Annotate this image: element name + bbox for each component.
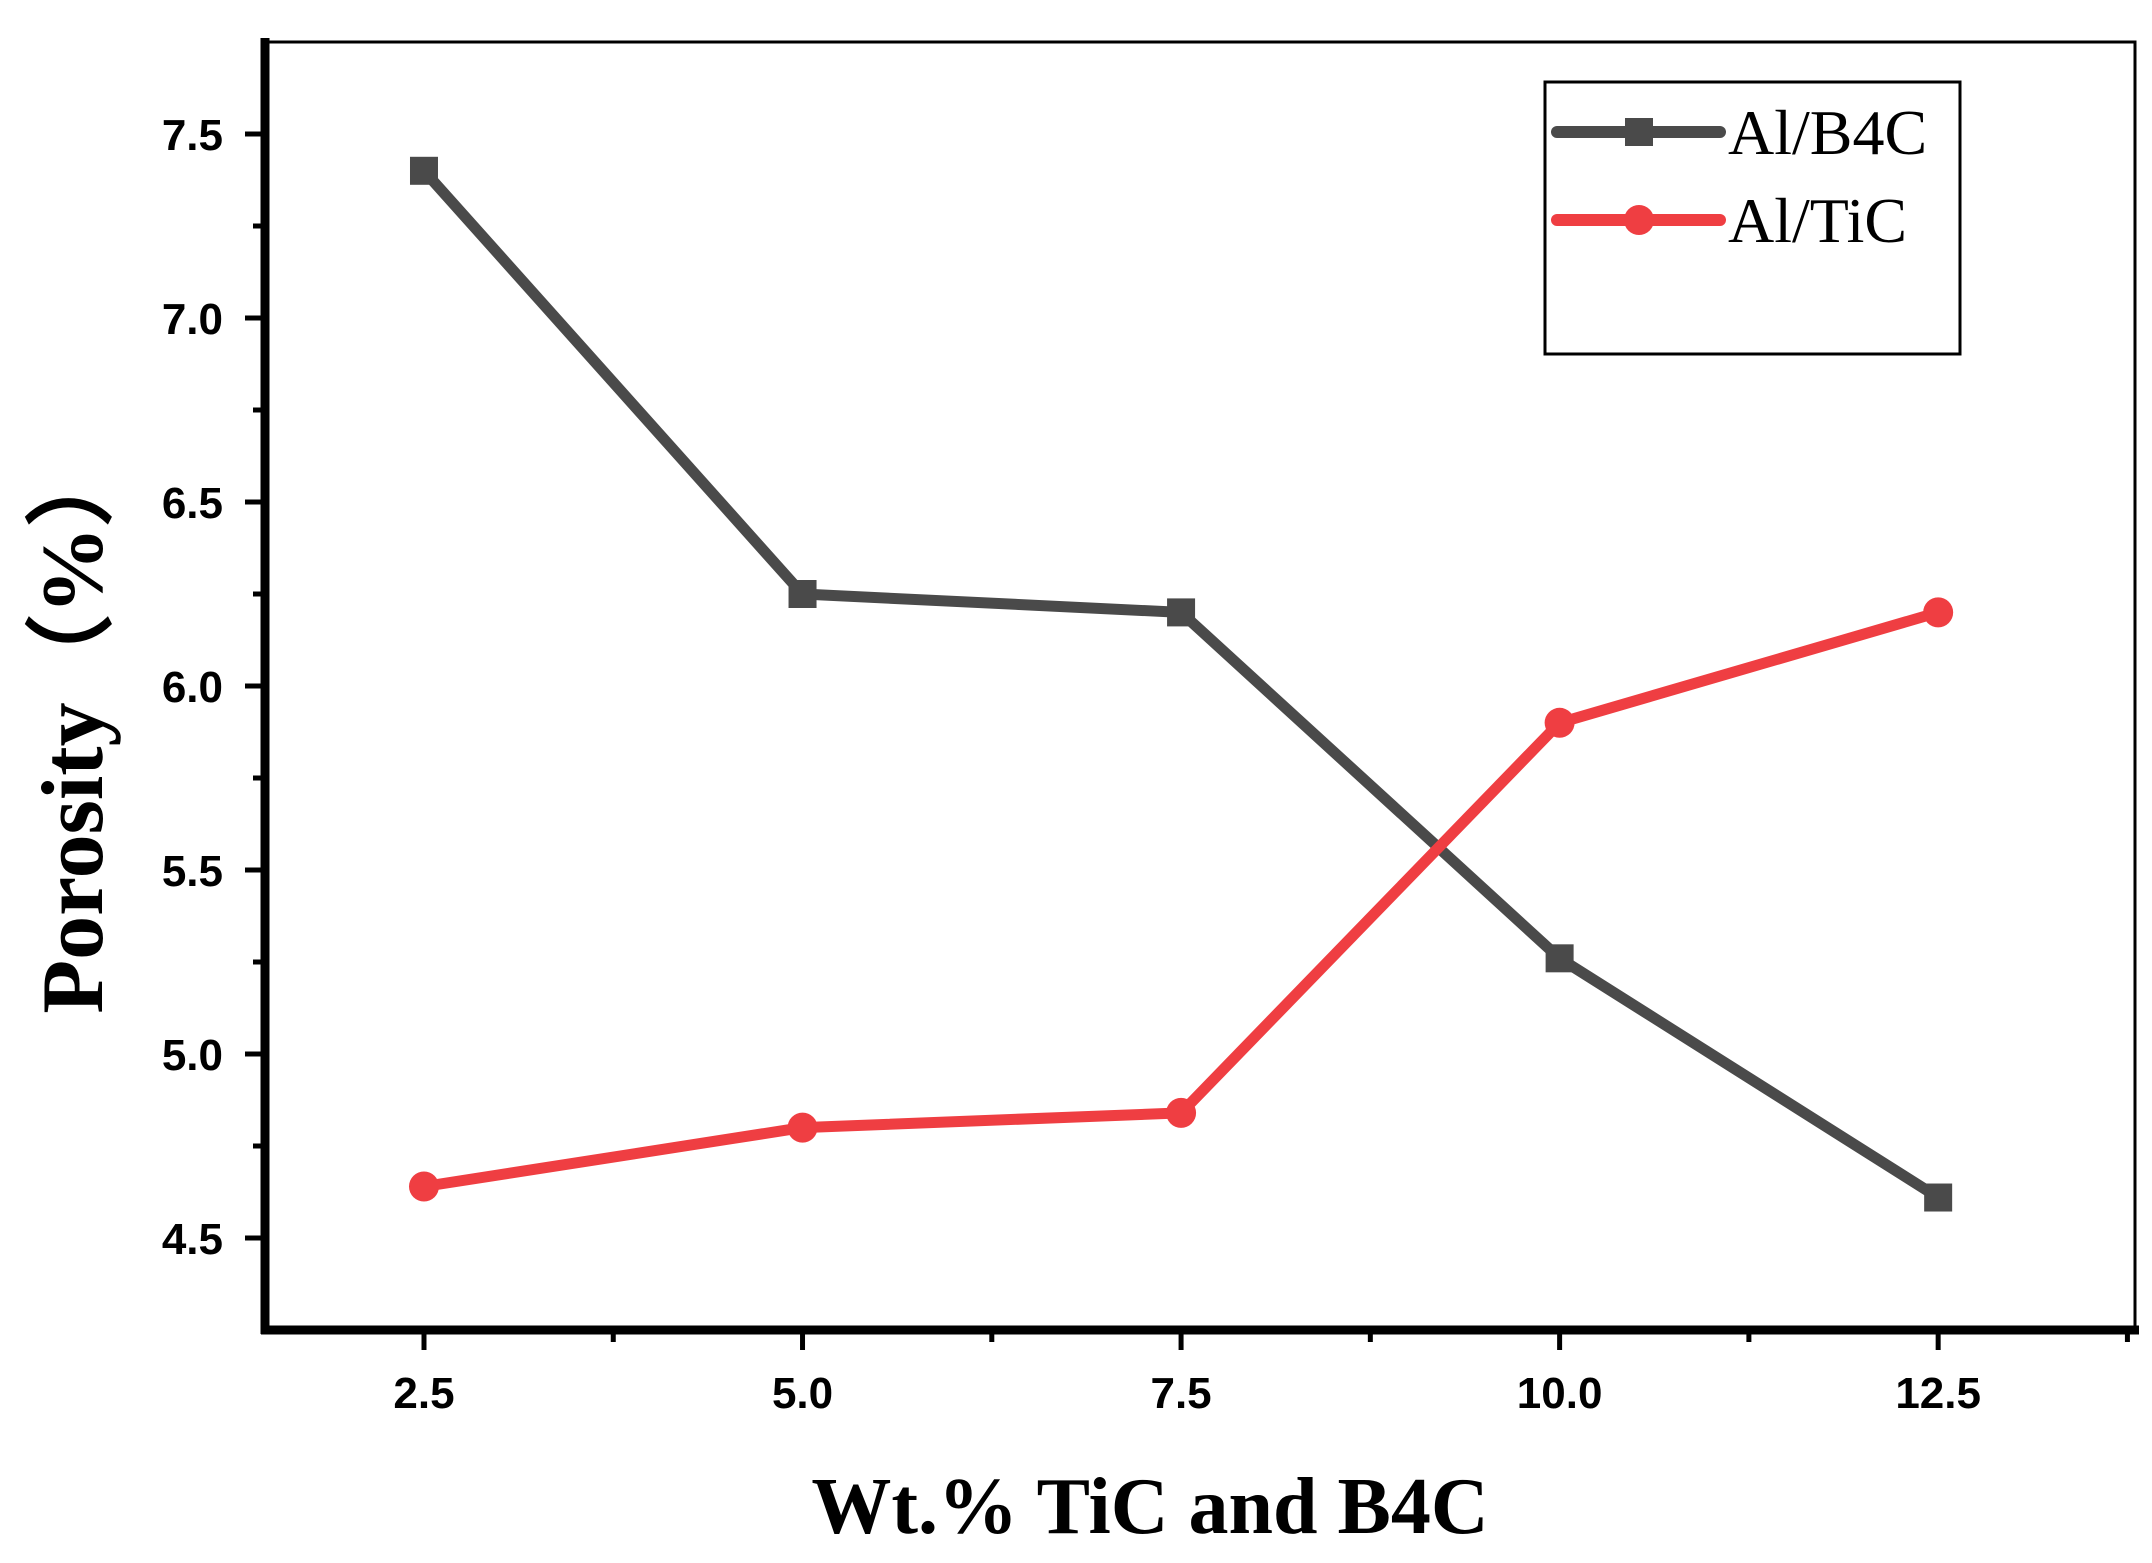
x-axis-title: Wt.% TiC and B4C [811, 1463, 1488, 1551]
data-point-al-b4c [1167, 598, 1196, 627]
series-layer [408, 156, 1954, 1212]
y-axis-title: Porosity（%） [25, 438, 122, 1013]
y-tick-label: 6.5 [162, 479, 223, 528]
data-point-al-tic [1166, 1097, 1197, 1128]
legend-label-al-tic: Al/TiC [1728, 185, 1907, 256]
legend: Al/B4C Al/TiC [1543, 80, 1962, 356]
data-point-al-tic [787, 1112, 818, 1143]
y-tick-label: 7.5 [162, 111, 223, 160]
x-tick-label: 2.5 [393, 1369, 454, 1418]
legend-marker-al-b4c [1625, 118, 1653, 146]
x-axis-ticks: 2.5 5.0 7.5 10.0 12.5 [393, 1330, 2130, 1418]
x-tick-label: 10.0 [1517, 1369, 1603, 1418]
data-point-al-tic [1923, 597, 1954, 628]
data-point-al-b4c [788, 580, 817, 608]
data-point-al-tic [408, 1171, 439, 1202]
data-point-al-b4c [409, 156, 438, 185]
data-point-al-tic [1544, 707, 1575, 738]
legend-marker-al-tic [1624, 205, 1654, 235]
data-point-al-b4c [1924, 1183, 1953, 1212]
y-axis-ticks: 4.5 5.0 5.5 6.0 6.5 7.0 7.5 [162, 111, 265, 1264]
legend-label-al-b4c: Al/B4C [1728, 97, 1927, 168]
x-tick-label: 5.0 [772, 1369, 833, 1418]
x-tick-label: 7.5 [1150, 1369, 1211, 1418]
x-tick-label: 12.5 [1895, 1369, 1981, 1418]
data-point-al-b4c [1545, 944, 1574, 973]
y-tick-label: 5.0 [162, 1031, 223, 1080]
y-tick-label: 7.0 [162, 295, 223, 344]
y-tick-label: 5.5 [162, 847, 223, 896]
y-tick-label: 6.0 [162, 663, 223, 712]
y-tick-label: 4.5 [162, 1215, 223, 1264]
